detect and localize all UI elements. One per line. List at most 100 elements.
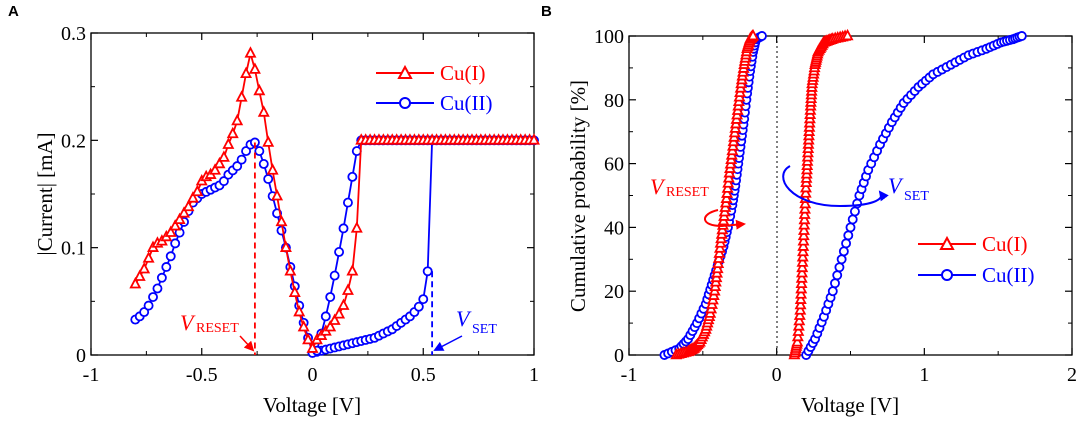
cu1-series-point (164, 225, 177, 237)
cu2-series-point (156, 272, 167, 283)
cu2-set-point (845, 222, 856, 233)
legend-a-cu2-label: Cu(II) (440, 91, 492, 115)
cu1-set-point (795, 276, 808, 289)
cu1-set-point (797, 239, 810, 251)
cu1-series-point (350, 221, 363, 233)
panel-a-legend: Cu(I) Cu(II) (376, 61, 492, 115)
cu1-series-point (253, 83, 266, 96)
cu1-set-point (798, 207, 811, 219)
cu1-series-point (178, 206, 191, 218)
cu1-series-point (297, 319, 310, 332)
legend-b-cu1-label: Cu(I) (982, 232, 1028, 256)
cu1-set-point (797, 228, 810, 241)
cu1-series-point (182, 199, 195, 212)
panel-b-ytick-label: 100 (594, 26, 624, 48)
panel-b-ylabel: Cumulative probability [%] (566, 80, 590, 312)
panel-b-xtick-label: 1 (919, 364, 929, 386)
vreset-label-main: V (180, 310, 196, 335)
panel-b-xlabel: Voltage [V] (801, 393, 899, 417)
cu1-series-point (226, 126, 239, 139)
cu1-series-point (240, 66, 253, 79)
cu1-set-point (791, 329, 804, 342)
panel-b-legend: Cu(I) Cu(II) (918, 232, 1034, 287)
legend-a-cu1-marker (397, 64, 413, 79)
panel-b-ytick-label: 20 (604, 281, 624, 303)
cu2-series-point (325, 292, 336, 302)
cu2-series-point (165, 251, 176, 262)
panel-b-xtick-label: -1 (621, 364, 638, 386)
cu1-series-point (138, 262, 151, 274)
cu1-set-point (795, 287, 808, 299)
cu1-series-point (324, 319, 337, 332)
cu2-series-point (161, 262, 172, 272)
cu1-series-point (257, 105, 270, 117)
cu2-series-point (342, 197, 353, 208)
cu1-series-point (222, 137, 235, 149)
cu2-series-point (143, 300, 154, 311)
panel-b-letter: B (541, 3, 552, 20)
cu1-set-point (797, 234, 810, 246)
panel-b-ytick-label: 80 (604, 90, 624, 112)
cu1-series-point (186, 191, 199, 203)
cu2-series-point (148, 292, 158, 302)
cu1-series-point (142, 251, 155, 263)
legend-b-cu2-marker (941, 269, 953, 281)
cu2-set-point (836, 254, 847, 265)
cu1-series-point (244, 46, 257, 58)
cu1-series-point (333, 307, 346, 319)
cu1-set-point (794, 303, 807, 315)
panel-a-ytick-label: 0.1 (61, 238, 86, 260)
cu1-set-point (799, 186, 812, 198)
vset-b-label-main: V (888, 173, 904, 198)
cu1-series-point (173, 212, 186, 225)
cu2-set-branch-point (413, 301, 424, 312)
cu1-set-point (798, 202, 811, 214)
panel-a-xtick-label: 0.5 (411, 364, 436, 386)
cu1-series-point (341, 283, 354, 295)
cu2-series-point (170, 238, 181, 249)
panel-b-xtick-label: 0 (772, 364, 782, 386)
cu2-set-point (841, 238, 852, 249)
panel-a-xtick-label: 1 (529, 364, 539, 386)
cu2-series-point (329, 270, 340, 281)
cu1-series-point (337, 298, 350, 310)
cu2-series-point (347, 171, 358, 182)
cu2-set-point (838, 246, 849, 257)
vset-arrow (433, 335, 463, 351)
cu1-series-point (279, 240, 292, 252)
cu2-series-point (258, 158, 269, 169)
legend-b-cu1-marker (939, 235, 955, 250)
cu2-set-point (827, 286, 838, 297)
cu1-set-point (796, 260, 809, 273)
cu1-series-point (346, 264, 359, 276)
panel-a-ytick-label: 0.3 (61, 23, 86, 45)
cu1-set-point (793, 313, 806, 326)
cu1-series-point (262, 135, 275, 147)
panel-a-ylabel: |Current| [mA] (33, 132, 57, 255)
cu1-set-point (795, 281, 808, 294)
cu1-series-point (275, 214, 288, 227)
cu2-set-point (847, 214, 858, 225)
panel-a-xtick-label: 0 (308, 364, 318, 386)
cu1-set-point (793, 308, 806, 320)
cu1-set-point (798, 218, 811, 230)
panel-a-ytick-label: 0.2 (61, 130, 86, 152)
legend-a-cu1-label: Cu(I) (440, 61, 486, 85)
cu2-series-point (338, 223, 349, 234)
vreset-b-label-sub: RESET (666, 185, 709, 200)
cu2-set-point (832, 270, 843, 281)
cu1-series-point (288, 285, 301, 298)
cu2-series-point (218, 176, 229, 187)
vset-label-sub: SET (472, 322, 497, 337)
cu1-series-point (235, 90, 248, 102)
panel-a-xtick-label: -1 (83, 364, 100, 386)
vreset-b-curl (704, 209, 746, 230)
cu1-series-point (191, 184, 204, 197)
cu2-series-point (236, 154, 247, 165)
cu1-series-point (231, 113, 244, 126)
cu1-set-point (841, 28, 854, 41)
vset-b-curl (782, 165, 889, 208)
cu2-series-point (263, 174, 274, 184)
